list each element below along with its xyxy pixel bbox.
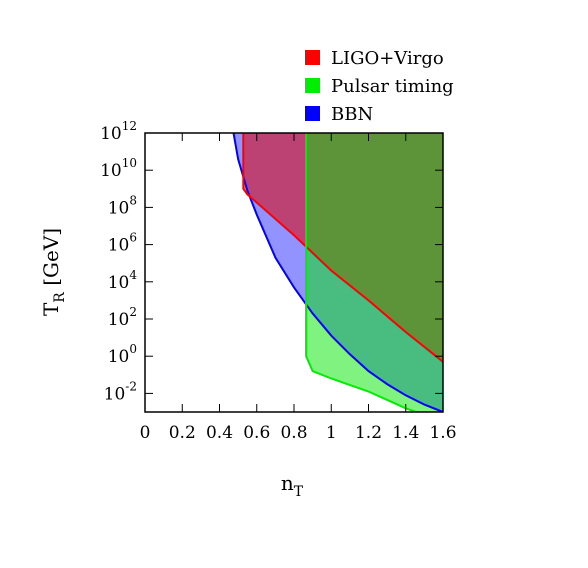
region-layer: [233, 133, 443, 412]
x-axis-label: nT: [281, 471, 304, 500]
legend-swatch-bbn: [305, 106, 320, 121]
legend-label-ligo-virgo: LIGO+Virgo: [331, 48, 444, 69]
legend-label-pulsar-timing: Pulsar timing: [331, 76, 454, 97]
x-tick-label: 0.2: [169, 423, 196, 443]
y-tick-label: 104: [108, 268, 138, 293]
region-pulsar-timing: [306, 133, 443, 412]
y-tick-label: 1010: [100, 156, 137, 181]
x-tick-label: 1: [326, 423, 337, 443]
y-axis-label: TR [GeV]: [39, 228, 68, 316]
y-tick-label: 106: [108, 231, 137, 256]
boundary-ligo-virgo: [242, 133, 443, 363]
legend-label-bbn: BBN: [331, 104, 373, 125]
y-tick-label: 100: [108, 342, 137, 367]
legend-swatch-ligo-virgo: [305, 50, 320, 65]
legend-swatch-pulsar-timing: [305, 78, 320, 93]
x-tick-label: 0.6: [243, 423, 270, 443]
x-tick-label: 0.4: [206, 423, 233, 443]
y-tick-label: 102: [108, 305, 137, 330]
y-tick-label: 10-2: [104, 379, 137, 404]
x-axis: 0 0.2 0.4 0.6 0.8 1 1.2 1.4 1.6: [140, 133, 457, 443]
x-tick-label: 0: [140, 423, 151, 443]
legend: LIGO+Virgo Pulsar timing BBN: [305, 48, 454, 125]
y-axis: 1012 1010 108 106 104 102 100 10-2: [100, 119, 443, 404]
y-tick-label: 108: [108, 193, 137, 218]
y-tick-label: 1012: [100, 119, 137, 144]
x-tick-label: 1.4: [392, 423, 419, 443]
x-tick-label: 0.8: [280, 423, 307, 443]
x-tick-label: 1.6: [429, 423, 456, 443]
x-tick-label: 1.2: [355, 423, 382, 443]
